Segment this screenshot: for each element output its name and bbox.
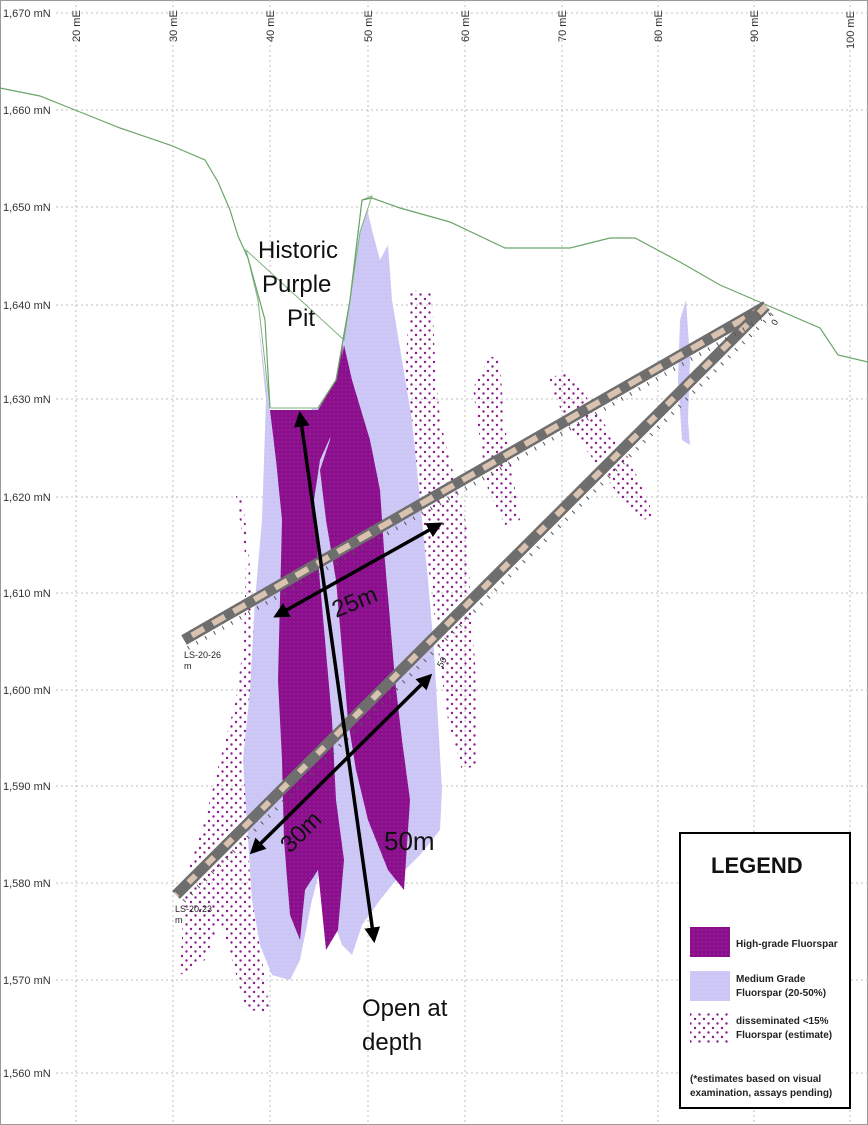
legend-note-line2: examination, assays pending) [690,1088,832,1099]
arrow-width-upper [273,522,443,618]
y-tick-label: 1,660 mN [3,105,51,117]
disseminated-zone-west [180,495,270,1012]
y-tick-label: 1,610 mN [3,588,51,600]
x-tick-label: 70 mE [557,10,569,42]
legend-swatch-disseminated [690,1013,730,1043]
open-at-depth-line1: Open at [362,995,448,1022]
legend-label-medium-grade-2: Fluorspar (20-50%) [736,988,826,999]
legend-label-disseminated-2: Fluorspar (estimate) [736,1030,832,1041]
depth-extent-label: 50m [384,826,435,856]
disseminated-zone-mid [473,356,520,525]
y-tick-label: 1,590 mN [3,781,51,793]
depth-marker-label: 50 [435,655,449,669]
drillhole-label-ls-20-26: LS-20-26 [184,650,221,660]
medium-grade-zone-east [678,300,690,445]
x-tick-label: 20 mE [71,10,83,42]
legend-label-medium-grade-1: Medium Grade [736,974,806,985]
x-tick-label: 30 mE [168,10,180,42]
legend-title: LEGEND [711,853,803,878]
arrow-width-lower [249,673,433,855]
x-tick-label: 90 mE [749,10,761,42]
disseminated-zone-right [548,372,655,520]
y-tick-label: 1,560 mN [3,1068,51,1080]
x-tick-label: 100 mE [845,11,857,49]
pit-label-line2: Purple [262,271,331,298]
topography-line [0,87,271,409]
drillhole-unit-ls-20-23: m [175,915,183,925]
x-tick-label: 60 mE [460,10,472,42]
x-tick-label: 80 mE [653,10,665,42]
y-tick-label: 1,630 mN [3,394,51,406]
x-tick-label: 40 mE [265,10,277,42]
y-axis-labels: 1,670 mN 1,660 mN 1,650 mN 1,640 mN 1,63… [3,8,51,1080]
y-tick-label: 1,620 mN [3,492,51,504]
legend: LEGEND High-grade Fluorspar Medium Grade… [679,832,851,1109]
drillhole-unit-ls-20-26: m [184,661,192,671]
pit-label-line3: Pit [287,305,315,332]
y-tick-label: 1,570 mN [3,975,51,987]
dimension-arrows [249,410,443,944]
legend-label-high-grade: High-grade Fluorspar [736,939,838,950]
legend-swatch-high-grade [690,927,730,957]
drillhole-trace-ls-20-23-highlight [173,303,769,898]
drillhole-label-ls-20-23: LS-20-23 [175,904,212,914]
legend-swatch-medium-grade [690,971,730,1001]
x-axis-labels: 20 mE 30 mE 40 mE 50 mE 60 mE 70 mE 80 m… [71,10,857,49]
y-tick-label: 1,640 mN [3,300,51,312]
topography-line-east [317,197,868,409]
pit-label-line1: Historic [258,237,338,264]
x-tick-label: 50 mE [363,10,375,42]
legend-label-disseminated-1: disseminated <15% [736,1016,829,1027]
y-tick-label: 1,670 mN [3,8,51,20]
y-tick-label: 1,580 mN [3,878,51,890]
collar-depth-label: 0 [769,318,780,327]
y-tick-label: 1,600 mN [3,685,51,697]
y-tick-label: 1,650 mN [3,202,51,214]
open-at-depth-line2: depth [362,1029,422,1056]
legend-box [679,832,851,1109]
legend-note-line1: (*estimates based on visual [690,1074,821,1085]
